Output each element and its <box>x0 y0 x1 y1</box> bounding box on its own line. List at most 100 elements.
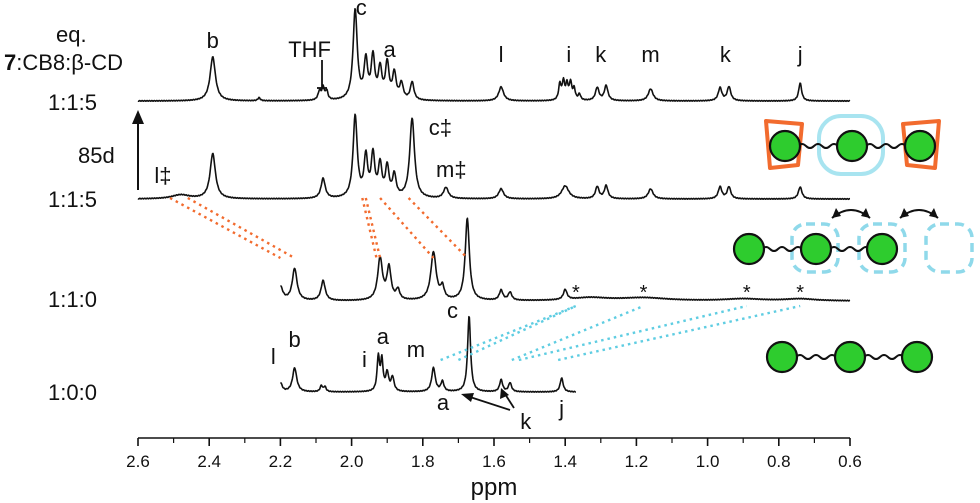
peak-label: m‡ <box>436 157 467 182</box>
cb8-left-icon <box>764 119 804 170</box>
peak-label: l‡ <box>154 163 171 188</box>
shuttle-arrowhead-icon <box>900 208 909 218</box>
legend-header-line2: 7:CB8:β-CD <box>4 50 123 75</box>
peak-label: c‡ <box>429 115 452 140</box>
bead-icon <box>732 232 766 266</box>
legend-header-line1: eq. <box>56 22 87 47</box>
x-tick-label: 0.6 <box>838 452 862 471</box>
peak-label: i <box>566 42 571 67</box>
shuttle-arrowhead-icon <box>861 208 870 218</box>
correlation-line <box>379 197 435 259</box>
aging-time-label: 85d <box>78 143 115 168</box>
impurity-star: * <box>572 282 580 304</box>
ratio-label-2: 1:1:5 <box>48 187 97 212</box>
impurity-star: * <box>640 282 648 304</box>
peak-label: j <box>797 42 803 67</box>
chain-link-icon <box>795 354 837 360</box>
peak-label: m <box>407 337 425 362</box>
spectrum-trace <box>280 217 851 302</box>
cd-ring-dashed-icon <box>924 222 974 274</box>
correlation-line <box>364 197 382 259</box>
impurity-star: * <box>796 282 804 304</box>
correlation-line <box>440 304 577 362</box>
correlation-line <box>169 196 281 260</box>
peak-label: k <box>720 42 732 67</box>
x-tick-label: 2.6 <box>126 452 150 471</box>
x-tick-label: 1.8 <box>411 452 435 471</box>
bead-icon <box>900 340 934 374</box>
peak-label: a <box>437 390 450 415</box>
peak-label: THF <box>288 37 331 62</box>
x-tick-label: 1.6 <box>482 452 506 471</box>
ratio-label-4: 1:0:0 <box>48 380 97 405</box>
peak-label: c <box>356 0 367 20</box>
peak-label: b <box>288 327 300 352</box>
bead-icon <box>768 129 802 163</box>
bead-icon <box>799 232 833 266</box>
k-arrow-right-head <box>500 388 509 399</box>
cd-ring-dashed-icon <box>857 222 907 274</box>
spectra-group <box>137 7 851 393</box>
peak-label: a <box>383 37 396 62</box>
legend-compound: 7 <box>4 50 16 75</box>
spectrum-trace <box>137 113 851 201</box>
correlation-line <box>187 196 296 260</box>
correlation-line <box>361 197 378 259</box>
correlation-line <box>518 304 748 362</box>
x-tick-label: 1.4 <box>553 452 577 471</box>
peak-label: b <box>207 28 219 53</box>
x-tick-label: 1.2 <box>625 452 649 471</box>
bead-icon <box>903 129 937 163</box>
chain-link-icon <box>863 354 905 360</box>
peak-label: a <box>377 324 390 349</box>
x-tick-label: 2.2 <box>269 452 293 471</box>
correlation-lines-group <box>169 196 801 362</box>
correlation-line <box>457 304 577 362</box>
x-tick-label: 0.8 <box>767 452 791 471</box>
k-arrow-left-line <box>469 396 511 411</box>
ratio-label-3: 1:1:0 <box>48 287 97 312</box>
bead-icon <box>865 232 899 266</box>
peak-label: k <box>595 42 607 67</box>
shuttle-arrowhead-icon <box>832 208 841 218</box>
correlation-line <box>511 304 644 362</box>
schematic-free <box>765 340 934 374</box>
chain-link-icon <box>797 143 839 149</box>
bead-icon <box>765 340 799 374</box>
legend-rest: :CB8:β-CD <box>16 50 123 75</box>
x-tick-label: 2.0 <box>340 452 364 471</box>
schematic-aged <box>764 114 941 176</box>
peak-label: l <box>271 344 276 369</box>
ratio-labels: 1:1:5 1:1:5 1:1:0 1:0:0 <box>48 90 97 405</box>
spectrum-trace <box>137 7 851 103</box>
k-arrow-left-head <box>461 393 474 402</box>
x-tick-label: 2.4 <box>197 452 221 471</box>
schematic-shuttling <box>732 208 974 274</box>
k-arrow-right-line <box>504 393 515 409</box>
x-tick-label: 1.0 <box>696 452 720 471</box>
x-axis: 2.6 2.4 2.2 2.0 1.8 1.6 1.4 1.2 1.0 0.8 0.6 <box>126 437 862 471</box>
peak-label: i <box>362 347 367 372</box>
aging-arrow: 85d <box>78 110 144 190</box>
k-arrows <box>461 388 515 411</box>
bead-icon <box>835 129 869 163</box>
aging-arrow-head <box>132 110 144 124</box>
peak-label: m <box>641 42 659 67</box>
x-axis-title: ppm <box>471 474 518 501</box>
bead-icon <box>833 340 867 374</box>
impurity-star: * <box>743 282 751 304</box>
correlation-line <box>407 197 469 259</box>
peak-label: j <box>558 396 564 421</box>
chain-link-icon <box>865 143 907 149</box>
ratio-label-1: 1:1:5 <box>48 90 97 115</box>
correlation-line <box>557 304 801 362</box>
peak-label: k <box>520 409 532 434</box>
peak-label: c <box>447 298 458 323</box>
spectrum-trace <box>280 315 577 393</box>
legend-header: eq. 7:CB8:β-CD <box>4 22 123 75</box>
peak-label: l <box>499 42 504 67</box>
shuttle-arrowhead-icon <box>929 208 938 218</box>
thf-marker <box>317 60 327 89</box>
